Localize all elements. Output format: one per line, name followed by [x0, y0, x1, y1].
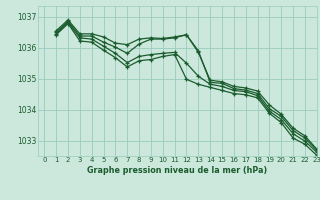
X-axis label: Graphe pression niveau de la mer (hPa): Graphe pression niveau de la mer (hPa)	[87, 166, 268, 175]
